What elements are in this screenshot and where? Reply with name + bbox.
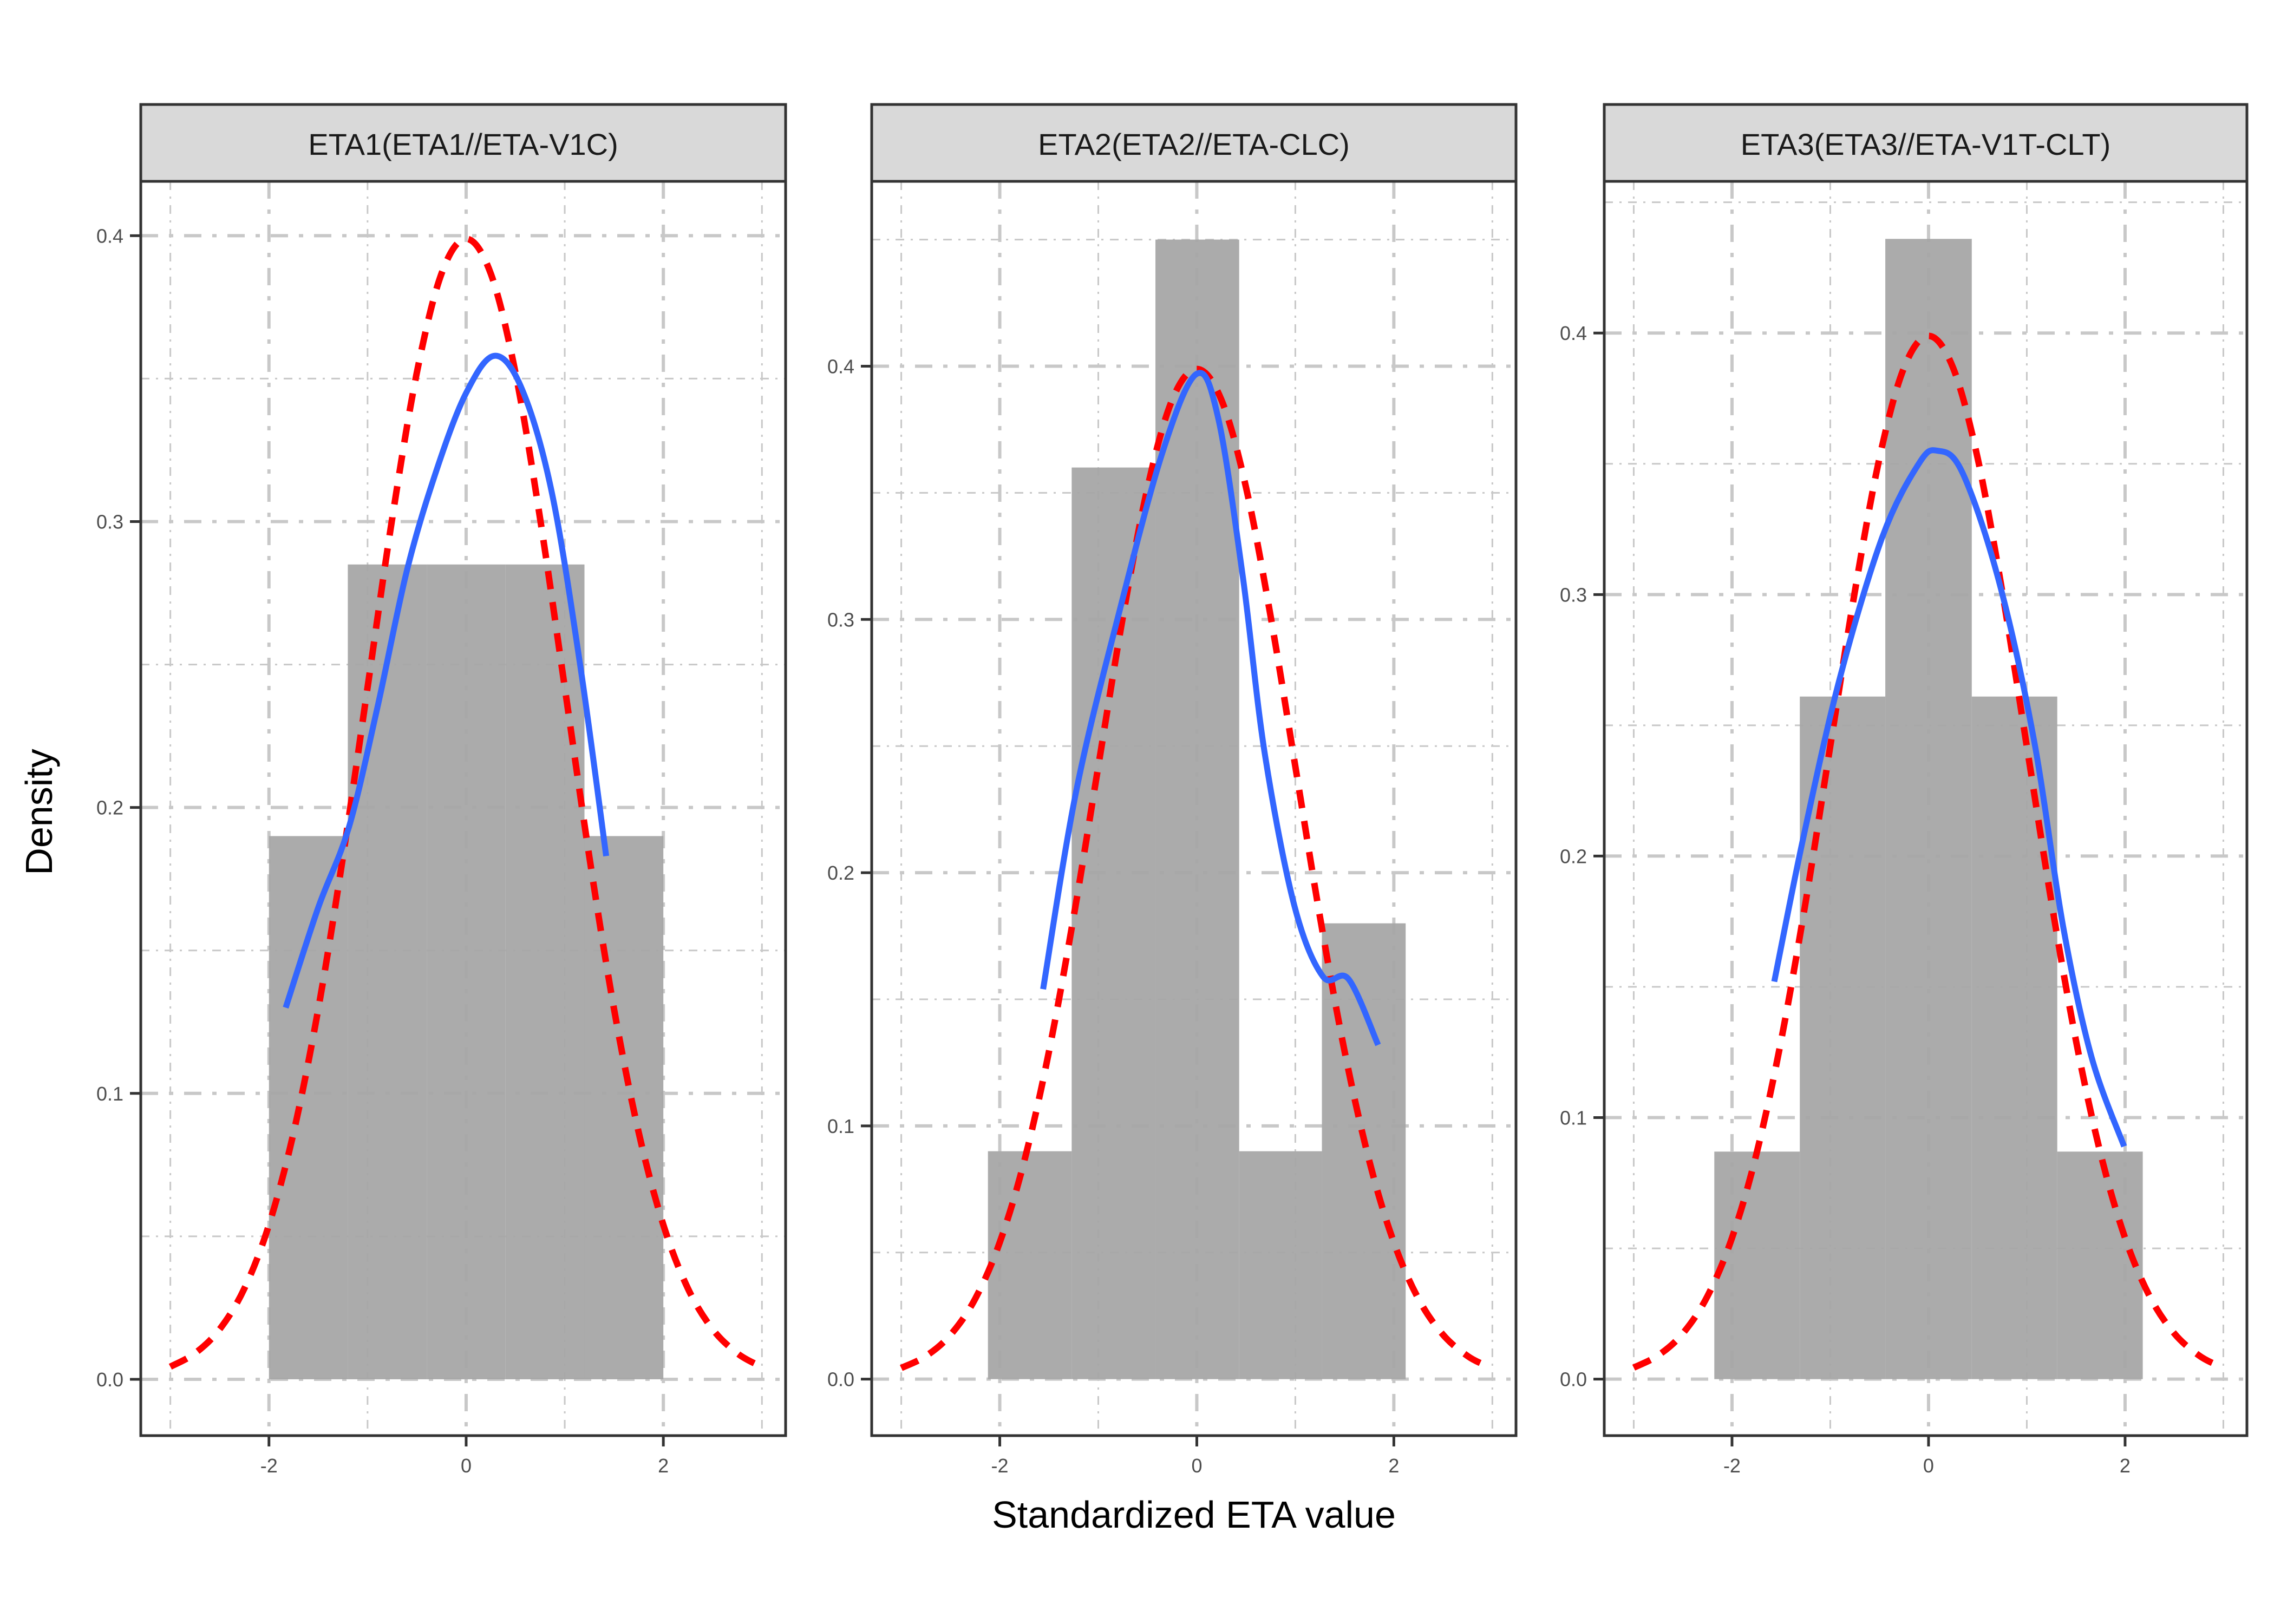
histogram-bar	[1322, 923, 1406, 1379]
histogram-bar	[505, 564, 585, 1379]
y-tick-label: 0.1	[827, 1115, 854, 1137]
histogram-bar	[988, 1151, 1072, 1379]
kernel-density-curve	[1771, 447, 2127, 1148]
y-tick-label: 0.3	[96, 511, 123, 533]
facet-strip-label: ETA2(ETA2//ETA-CLC)	[1038, 127, 1350, 161]
y-tick-label: 0.3	[1560, 584, 1587, 606]
histogram-bar	[1885, 239, 1972, 1379]
y-tick-label: 0.2	[827, 862, 854, 884]
kernel-density-curve	[283, 352, 610, 1009]
x-tick-label: -2	[260, 1455, 278, 1477]
y-tick-label: 0.0	[1560, 1368, 1587, 1391]
y-tick-label: 0.1	[96, 1083, 123, 1105]
x-tick-label: 0	[1191, 1455, 1202, 1477]
histogram-bar	[1239, 1151, 1322, 1379]
facet-strip-label: ETA1(ETA1//ETA-V1C)	[308, 127, 618, 161]
x-tick-label: 0	[461, 1455, 472, 1477]
panel-plot-area	[141, 181, 786, 1436]
normal-density-curve	[168, 235, 759, 1370]
panel-eta2: ETA2(ETA2//ETA-CLC) 0.0 0.1 0.2 0.3 0.4 -2 0 2	[827, 103, 1518, 1477]
panel-plot-area	[1604, 181, 2247, 1436]
y-tick-label: 0.0	[96, 1368, 123, 1391]
facet-strip	[139, 103, 787, 183]
y-tick-label: 0.2	[1560, 845, 1587, 867]
panel-eta3: ETA3(ETA3//ETA-V1T-CLT) 0.0 0.1 0.2 0.3 0.4 -2…	[1560, 103, 2249, 1477]
panel-plot-area	[872, 181, 1516, 1436]
y-tick-label: 0.4	[96, 225, 123, 247]
x-tick-label: 0	[1923, 1455, 1934, 1477]
histogram-bar	[1800, 696, 1886, 1379]
x-tick-label: -2	[1723, 1455, 1741, 1477]
histogram-bar	[427, 564, 506, 1379]
y-tick-label: 0.1	[1560, 1107, 1587, 1129]
histogram-bar	[348, 564, 427, 1379]
normal-density-curve	[1632, 332, 2220, 1371]
x-tick-label: 2	[658, 1455, 669, 1477]
histogram-bar	[2057, 1151, 2143, 1379]
x-tick-label: 2	[2120, 1455, 2131, 1477]
facet-strip	[1603, 103, 2249, 183]
normal-density-curve	[899, 365, 1489, 1371]
y-tick-label: 0.0	[827, 1368, 854, 1391]
panel-eta1: ETA1(ETA1//ETA-V1C) 0.0 0.1 0.2 0.3 0.4 -2 0 2	[96, 103, 787, 1477]
y-axis-title: Density	[18, 749, 60, 875]
histogram-bar	[269, 836, 348, 1379]
kernel-density-curve	[1040, 370, 1381, 1046]
y-tick-label: 0.4	[827, 355, 854, 377]
histogram-bar	[1071, 467, 1156, 1379]
y-tick-label: 0.2	[96, 797, 123, 819]
y-tick-label: 0.3	[827, 608, 854, 631]
histogram-bar	[1714, 1151, 1800, 1379]
facet-strip	[870, 103, 1518, 183]
facet-strip-label: ETA3(ETA3//ETA-V1T-CLT)	[1741, 127, 2111, 161]
y-tick-label: 0.4	[1560, 322, 1587, 344]
x-tick-label: -2	[991, 1455, 1009, 1477]
x-tick-label: 2	[1388, 1455, 1399, 1477]
x-axis-title: Standardized ETA value	[992, 1494, 1396, 1536]
